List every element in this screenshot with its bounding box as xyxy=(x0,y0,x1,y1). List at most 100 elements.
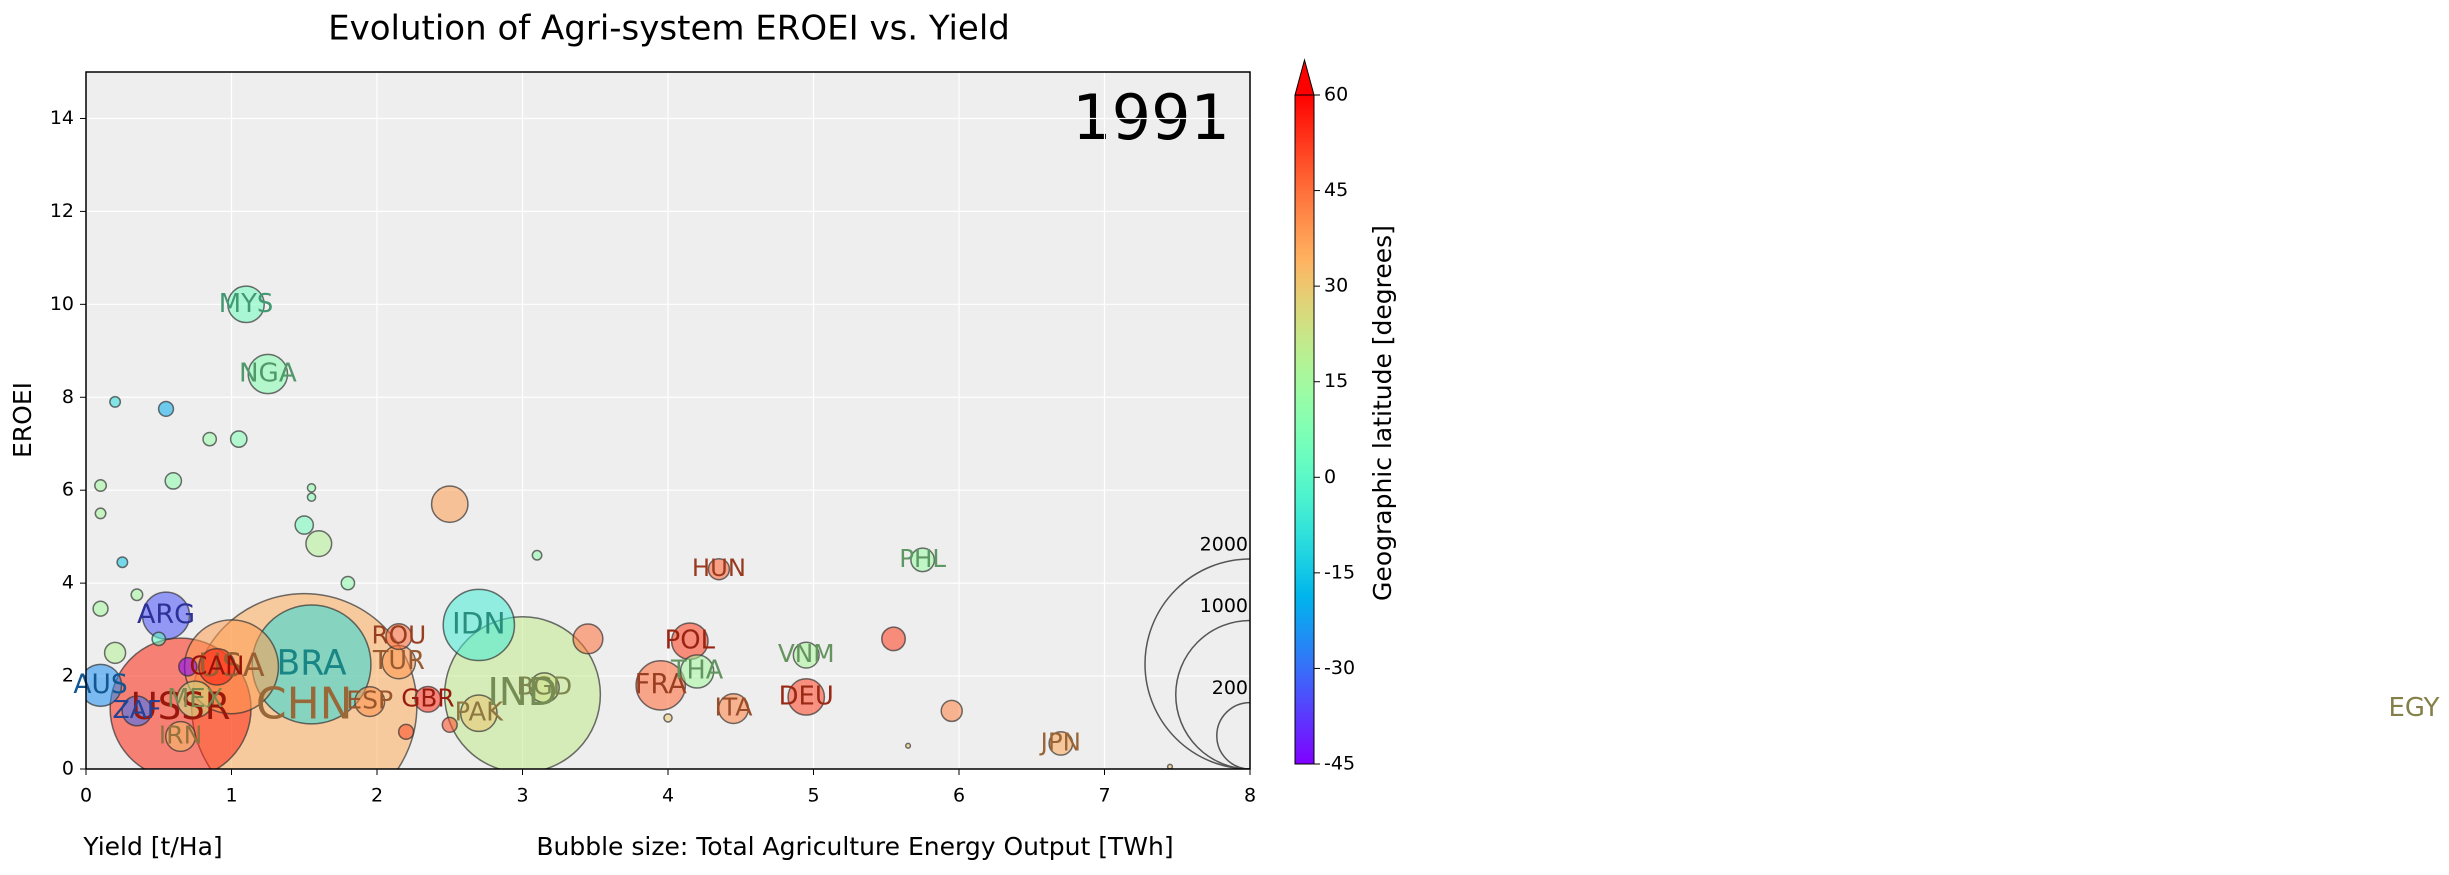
bubble xyxy=(306,483,317,493)
country-label: GBR xyxy=(401,683,454,712)
bubble xyxy=(528,672,560,704)
colorbar-tick-label: -45 xyxy=(1324,753,1355,775)
bubble xyxy=(414,685,442,713)
country-label: CHN xyxy=(256,678,353,729)
x-tick-label: 7 xyxy=(1098,785,1110,807)
x-tick-label: 6 xyxy=(953,785,965,807)
country-label: POL xyxy=(665,626,716,656)
size-legend-label: 2000 xyxy=(1200,534,1248,556)
country-label: ROU xyxy=(371,621,426,650)
bubble xyxy=(176,680,215,719)
country-label: BRA xyxy=(276,643,346,683)
bubble xyxy=(151,631,167,647)
bubble xyxy=(92,600,109,617)
bubble xyxy=(881,626,907,652)
x-tick-label: 8 xyxy=(1244,785,1256,807)
country-label: IRN xyxy=(159,720,203,749)
x-axis-label: Yield [t/Ha] xyxy=(82,832,222,861)
colorbar-tick-label: -30 xyxy=(1324,657,1355,679)
bubble xyxy=(442,588,516,662)
country-label: ESP xyxy=(346,686,393,715)
size-legend-label: 200 xyxy=(1212,677,1248,699)
country-label: IDN xyxy=(452,606,506,640)
country-label: USA xyxy=(198,646,264,684)
bubble xyxy=(109,395,122,408)
bubble xyxy=(787,678,826,716)
bubble xyxy=(1048,730,1074,756)
colorbar: -45 -30 -15 0 15 30 45 60 xyxy=(1294,58,1355,775)
y-tick-label: 6 xyxy=(62,479,74,501)
y-axis-label: EROEI xyxy=(8,382,37,458)
size-legend-label: 1000 xyxy=(1200,595,1248,617)
size-label: Bubble size: Total Agriculture Energy Ou… xyxy=(536,832,1173,861)
country-label: ITA xyxy=(714,693,752,722)
colorbar-tick-label: 45 xyxy=(1324,179,1348,201)
colorbar-tick-label: 30 xyxy=(1324,275,1348,297)
bubble xyxy=(572,623,604,655)
bubble xyxy=(94,479,108,493)
country-label: THA xyxy=(670,655,724,685)
bubble xyxy=(354,686,386,718)
country-label: AUS xyxy=(73,669,127,700)
x-tick-label: 4 xyxy=(662,785,674,807)
x-tick-label: 3 xyxy=(516,785,528,807)
y-tick-label: 8 xyxy=(62,386,74,408)
country-label: MEX xyxy=(167,684,223,714)
bubble xyxy=(103,641,127,665)
chart-title: Evolution of Agri-system EROEI vs. Yield xyxy=(328,9,1010,49)
country-label: EGY xyxy=(2389,693,2440,723)
colorbar-tick-label: 0 xyxy=(1324,466,1336,488)
bubble xyxy=(116,556,129,569)
country-label: HUN xyxy=(692,554,746,582)
bubble xyxy=(294,515,315,535)
x-tick-label: 2 xyxy=(371,785,383,807)
y-tick-label: 2 xyxy=(62,665,74,687)
bubble xyxy=(459,694,498,733)
y-tick-label: 14 xyxy=(50,107,74,129)
colorbar-extension xyxy=(1294,58,1315,96)
country-label: NGA xyxy=(239,359,297,389)
bubble xyxy=(707,557,731,581)
country-label: TUR xyxy=(372,646,425,676)
y-tick-label: 4 xyxy=(62,572,74,594)
bubble xyxy=(385,622,413,651)
bubble xyxy=(1166,763,1174,769)
country-label: ARG xyxy=(137,599,195,630)
country-label: USSR xyxy=(131,685,231,728)
country-label: ZAF xyxy=(112,695,161,724)
colorbar-tick-label: 15 xyxy=(1324,370,1348,392)
bubble xyxy=(178,656,198,677)
country-label: PAK xyxy=(455,698,505,728)
country-label: PHL xyxy=(899,544,946,573)
bubble xyxy=(164,720,197,753)
bubble xyxy=(940,699,963,723)
y-tick-label: 10 xyxy=(50,293,74,315)
country-label: FRA xyxy=(635,669,687,700)
bubble xyxy=(202,431,218,447)
country-label: VNM xyxy=(778,639,835,668)
bubble xyxy=(227,285,265,324)
bubble xyxy=(531,549,543,561)
bubble xyxy=(121,695,153,727)
bubble xyxy=(792,641,820,669)
y-tick-label: 0 xyxy=(62,758,74,780)
colorbar-tick-label: 60 xyxy=(1324,84,1348,106)
bubble xyxy=(397,723,415,741)
bubble xyxy=(904,742,912,749)
bubble xyxy=(679,654,715,689)
plot-frame xyxy=(85,71,1251,770)
bubble xyxy=(663,713,673,723)
country-label: MYS xyxy=(219,289,274,319)
bubble xyxy=(306,492,317,502)
bubble xyxy=(229,430,248,448)
y-tick-label: 12 xyxy=(50,200,74,222)
country-label: DEU xyxy=(779,681,834,711)
bubble xyxy=(247,353,289,395)
country-label: IND xyxy=(488,670,558,715)
x-tick-label: 1 xyxy=(225,785,237,807)
colorbar-tick-label: -15 xyxy=(1324,561,1355,583)
x-tick-label: 5 xyxy=(807,785,819,807)
